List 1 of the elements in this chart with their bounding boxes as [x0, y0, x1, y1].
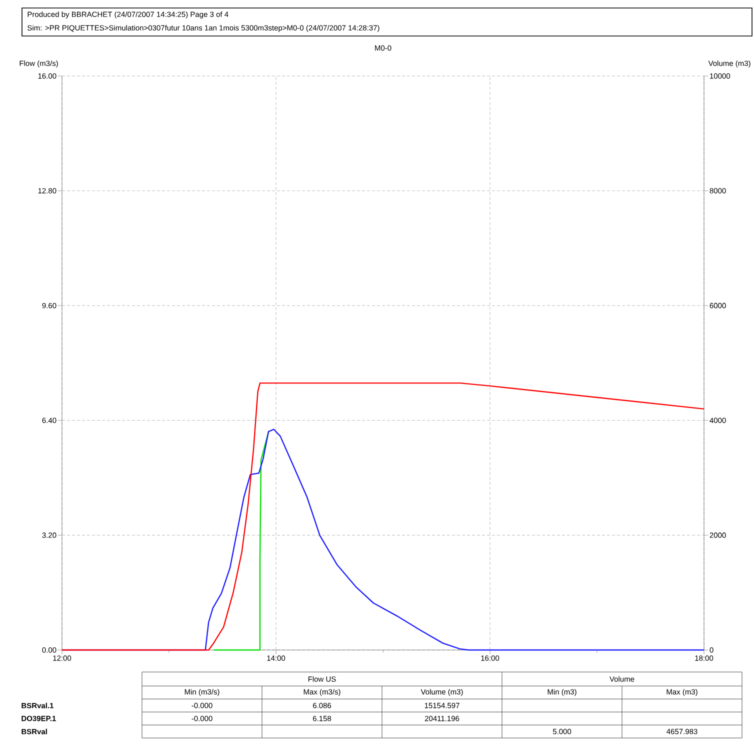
line-series	[213, 431, 270, 651]
